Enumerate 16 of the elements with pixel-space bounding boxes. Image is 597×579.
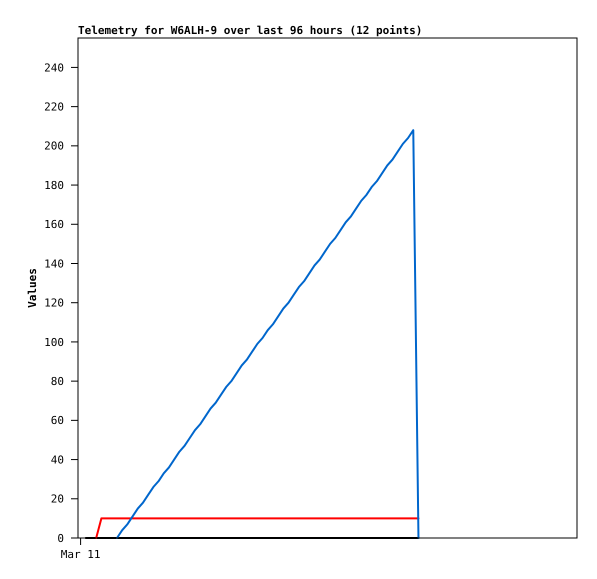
chart-title: Telemetry for W6ALH-9 over last 96 hours (12 points) xyxy=(78,24,422,37)
y-tick-label: 140 xyxy=(44,257,64,270)
y-tick-label: 200 xyxy=(44,140,64,153)
y-tick-label: 160 xyxy=(44,218,64,232)
y-tick-label: 40 xyxy=(50,453,64,466)
y-tick-label: 100 xyxy=(44,336,64,349)
y-tick-label: 180 xyxy=(44,178,64,192)
y-tick-label: 240 xyxy=(44,61,64,74)
y-tick-label: 120 xyxy=(44,296,64,310)
y-axis-title: Values xyxy=(26,268,39,308)
y-tick-label: 0 xyxy=(57,532,64,545)
y-tick-label: 220 xyxy=(44,100,64,114)
y-tick-label: 80 xyxy=(50,374,64,388)
x-tick-label: Mar 11 xyxy=(60,548,100,561)
y-tick-label: 60 xyxy=(50,414,64,428)
y-tick-label: 20 xyxy=(50,492,64,506)
